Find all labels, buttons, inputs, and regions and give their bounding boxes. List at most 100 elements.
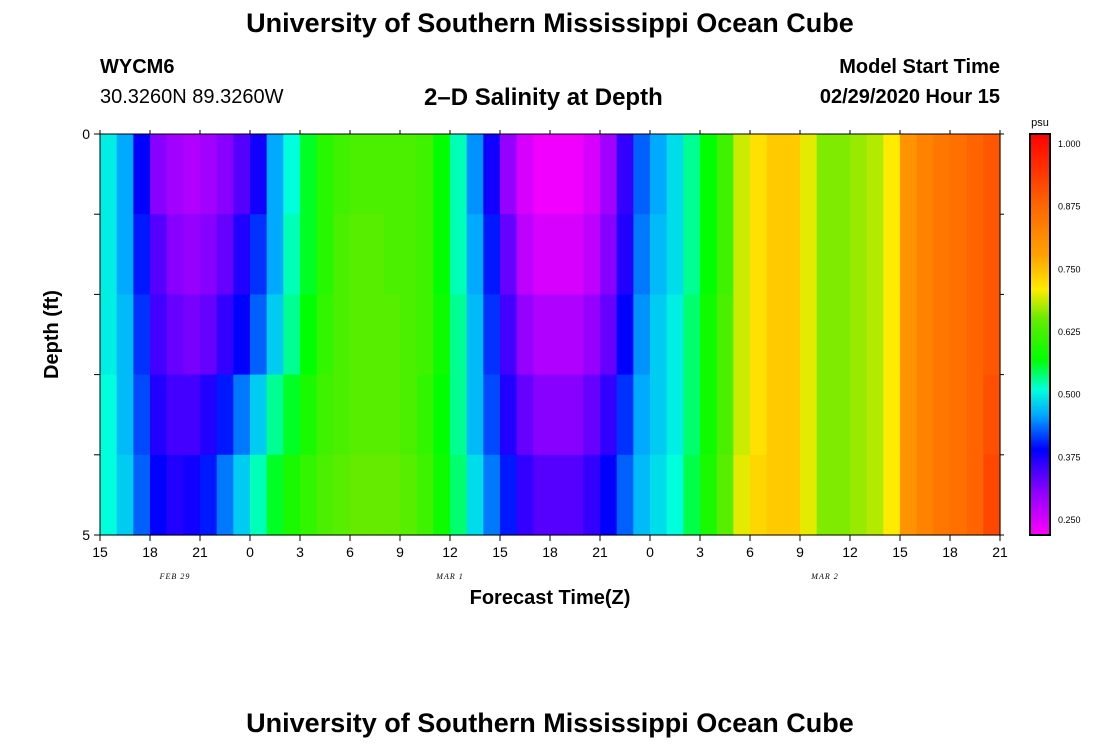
heatmap-cell	[750, 134, 768, 215]
heatmap-cell	[133, 374, 151, 456]
heatmap-cell	[783, 294, 801, 376]
heatmap-cell	[550, 214, 568, 295]
heatmap-cell	[566, 454, 584, 536]
colorbar-ticks: 0.250 0.375 0.500 0.625 0.750 0.875 1.000	[1058, 139, 1081, 525]
heatmap-cell	[316, 134, 334, 215]
heatmap-cell	[450, 374, 468, 456]
page-title: University of Southern Mississippi Ocean…	[246, 8, 854, 38]
heatmap-cell	[483, 214, 501, 295]
heatmap-cell	[783, 374, 801, 456]
heatmap-cell	[883, 454, 901, 536]
heatmap-cell	[200, 294, 218, 376]
heatmap-cell	[983, 374, 1001, 456]
footer-title: University of Southern Mississippi Ocean…	[246, 708, 854, 738]
y-axis: 05	[82, 126, 1004, 543]
heatmap-cell	[166, 294, 184, 376]
heatmap-cell	[516, 214, 534, 295]
heatmap-cell	[900, 454, 918, 536]
heatmap-cell	[100, 134, 118, 215]
heatmap-cell	[566, 214, 584, 295]
heatmap-cell	[300, 374, 318, 456]
heatmap-cell	[716, 134, 734, 215]
heatmap-cell	[116, 134, 134, 215]
heatmap-cell	[150, 294, 168, 376]
date-label: MAR 1	[435, 572, 463, 581]
heatmap-cell	[766, 454, 784, 536]
heatmap-cell	[550, 374, 568, 456]
heatmap-cell	[200, 134, 218, 215]
heatmap-cell	[700, 454, 718, 536]
x-tick-label: 18	[142, 544, 158, 560]
heatmap-cell	[150, 214, 168, 295]
heatmap-cell	[883, 294, 901, 376]
heatmap-cell	[800, 454, 818, 536]
heatmap-cell	[666, 294, 684, 376]
heatmap-cell	[866, 134, 884, 215]
heatmap-cell	[266, 134, 284, 215]
heatmap-cell	[466, 454, 484, 536]
heatmap-cell	[683, 214, 701, 295]
heatmap-cell	[433, 454, 451, 536]
heatmap-cell	[400, 294, 418, 376]
heatmap-cell	[283, 294, 301, 376]
heatmap-cell	[700, 374, 718, 456]
heatmap-cell	[633, 134, 651, 215]
colorbar-tick-label: 1.000	[1058, 139, 1081, 149]
x-tick-label: 12	[842, 544, 858, 560]
heatmap-cell	[600, 214, 618, 295]
heatmap-cell	[383, 214, 401, 295]
colorbar-scale	[1029, 133, 1051, 536]
x-tick-label: 15	[492, 544, 508, 560]
heatmap-cell	[366, 134, 384, 215]
model-start-label: Model Start Time	[839, 56, 1000, 78]
x-tick-label: 18	[942, 544, 958, 560]
heatmap-cell	[166, 214, 184, 295]
heatmap-cell	[983, 454, 1001, 536]
heatmap-cell	[466, 294, 484, 376]
heatmap-cell	[150, 454, 168, 536]
heatmap-cell	[233, 454, 251, 536]
colorbar-tick-label: 0.375	[1058, 452, 1081, 462]
heatmap-cell	[166, 374, 184, 456]
heatmap-cell	[283, 454, 301, 536]
heatmap-cell	[983, 134, 1001, 215]
heatmap-cell	[333, 294, 351, 376]
heatmap-cell	[150, 374, 168, 456]
colorbar-tick-label: 0.625	[1058, 327, 1081, 337]
heatmap-cell	[416, 294, 434, 376]
heatmap-cell	[116, 454, 134, 536]
heatmap-cell	[100, 294, 118, 376]
heatmap-cell	[366, 214, 384, 295]
heatmap-cell	[583, 454, 601, 536]
heatmap-cell	[166, 454, 184, 536]
heatmap-cell	[916, 454, 934, 536]
heatmap-cell	[533, 454, 551, 536]
heatmap-cell	[900, 134, 918, 215]
heatmap-cell	[633, 214, 651, 295]
x-tick-label: 15	[892, 544, 908, 560]
heatmap-cell	[300, 294, 318, 376]
heatmap-cell	[616, 374, 634, 456]
heatmap-cell	[950, 134, 968, 215]
heatmap-cell	[500, 294, 518, 376]
heatmap-cell	[316, 294, 334, 376]
heatmap-cell	[583, 134, 601, 215]
heatmap-cell	[633, 454, 651, 536]
heatmap-cell	[966, 374, 984, 456]
heatmap-cell	[816, 294, 834, 376]
heatmap-cell	[100, 374, 118, 456]
x-axis: 15 18 21 0 3 6 9 12 15 18 21 0 3 6 9 12 15 18 21 FEB 29 MAR …	[92, 130, 1008, 581]
heatmap-cell	[950, 214, 968, 295]
heatmap-cell	[950, 374, 968, 456]
station-id: WYCM6	[100, 56, 175, 78]
heatmap-cell	[933, 134, 951, 215]
heatmap-cell	[966, 294, 984, 376]
heatmap-cell	[916, 374, 934, 456]
x-tick-label: 0	[646, 544, 654, 560]
heatmap-cell	[650, 454, 668, 536]
heatmap-cell	[100, 214, 118, 295]
heatmap-cell	[850, 294, 868, 376]
x-axis-title: Forecast Time(Z)	[470, 587, 631, 609]
heatmap-cell	[616, 454, 634, 536]
heatmap-cell	[200, 374, 218, 456]
